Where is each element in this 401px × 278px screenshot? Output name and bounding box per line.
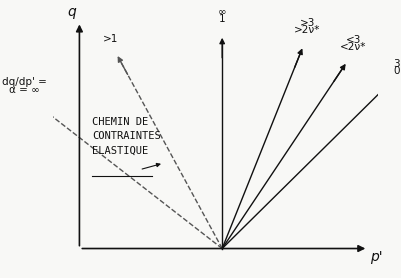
- Text: p': p': [369, 250, 381, 264]
- Text: ∞: ∞: [217, 7, 226, 17]
- Text: CHEMIN DE
CONTRAINTES
ELASTIQUE: CHEMIN DE CONTRAINTES ELASTIQUE: [92, 117, 161, 155]
- Text: 0: 0: [393, 66, 399, 76]
- Text: 1: 1: [218, 14, 225, 24]
- Text: 3: 3: [392, 59, 399, 69]
- Text: q: q: [67, 5, 76, 19]
- Text: <2ν*: <2ν*: [340, 42, 366, 52]
- Text: >2ν*: >2ν*: [294, 26, 320, 36]
- Text: dq/dp' =: dq/dp' =: [2, 77, 47, 87]
- Text: <3: <3: [345, 34, 360, 44]
- Text: >1: >1: [103, 34, 118, 44]
- Text: >3: >3: [299, 18, 314, 28]
- Text: α = ∞: α = ∞: [9, 85, 39, 95]
